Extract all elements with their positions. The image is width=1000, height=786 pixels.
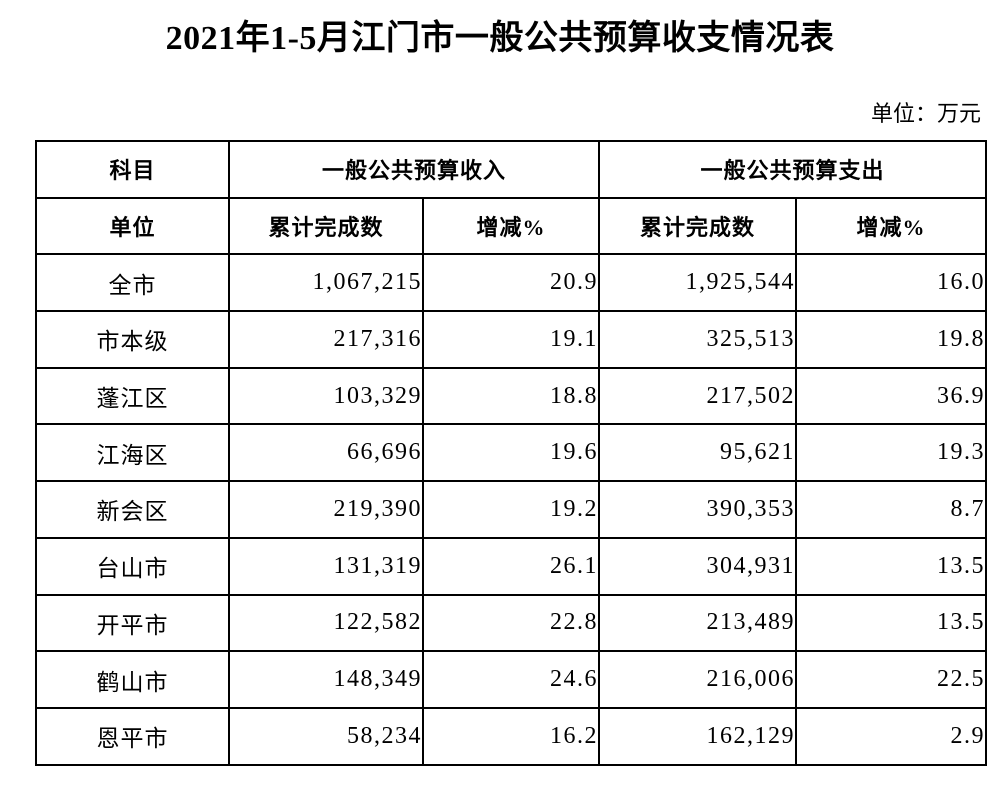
table-row: 台山市 131,319 26.1 304,931 13.5 bbox=[35, 536, 988, 596]
expenditure-change-cell: 19.3 bbox=[795, 423, 988, 483]
expenditure-change-cell: 8.7 bbox=[795, 480, 988, 539]
revenue-change-cell: 16.2 bbox=[421, 706, 601, 766]
expenditure-value-cell: 95,621 bbox=[598, 423, 798, 483]
header-unit: 单位 bbox=[35, 196, 230, 256]
revenue-value-cell: 103,329 bbox=[228, 366, 424, 426]
revenue-change-cell: 20.9 bbox=[421, 253, 601, 313]
revenue-change-cell: 22.8 bbox=[421, 593, 601, 653]
row-name-cell: 全市 bbox=[35, 253, 230, 313]
revenue-value-cell: 66,696 bbox=[228, 423, 424, 483]
header-expenditure-change: 增减% bbox=[795, 196, 988, 256]
unit-note: 单位：万元 bbox=[870, 101, 981, 126]
expenditure-change-cell: 16.0 bbox=[795, 253, 988, 313]
expenditure-value-cell: 213,489 bbox=[598, 593, 798, 653]
revenue-value-cell: 58,234 bbox=[228, 706, 424, 766]
expenditure-value-cell: 217,502 bbox=[598, 366, 798, 426]
expenditure-change-cell: 13.5 bbox=[795, 536, 988, 596]
revenue-value-cell: 1,067,215 bbox=[228, 253, 424, 313]
expenditure-value-cell: 1,925,544 bbox=[598, 253, 798, 313]
row-name-cell: 恩平市 bbox=[35, 706, 230, 766]
row-name-cell: 开平市 bbox=[35, 593, 230, 653]
table-row: 全市 1,067,215 20.9 1,925,544 16.0 bbox=[35, 253, 988, 313]
table-row: 鹤山市 148,349 24.6 216,006 22.5 bbox=[35, 650, 988, 709]
header-revenue-group: 一般公共预算收入 bbox=[227, 140, 601, 199]
revenue-value-cell: 131,319 bbox=[228, 536, 424, 596]
row-name-cell: 蓬江区 bbox=[35, 366, 230, 426]
table-row: 江海区 66,696 19.6 95,621 19.3 bbox=[35, 423, 988, 483]
revenue-value-cell: 219,390 bbox=[228, 480, 424, 539]
expenditure-value-cell: 216,006 bbox=[598, 650, 798, 709]
revenue-change-cell: 18.8 bbox=[421, 366, 601, 426]
row-name-cell: 市本级 bbox=[35, 310, 230, 369]
table-row: 新会区 219,390 19.2 390,353 8.7 bbox=[35, 480, 988, 539]
page-title: 2021年1-5月江门市一般公共预算收支情况表 bbox=[165, 20, 835, 57]
revenue-change-cell: 19.1 bbox=[421, 310, 601, 369]
table-row: 恩平市 58,234 16.2 162,129 2.9 bbox=[35, 706, 988, 766]
expenditure-value-cell: 304,931 bbox=[598, 536, 798, 596]
revenue-change-cell: 19.2 bbox=[421, 480, 601, 539]
row-name-cell: 鹤山市 bbox=[35, 650, 230, 709]
header-row-group: 科目 一般公共预算收入 一般公共预算支出 bbox=[35, 140, 988, 199]
row-name-cell: 新会区 bbox=[35, 480, 230, 539]
revenue-value-cell: 217,316 bbox=[228, 310, 424, 369]
row-name-cell: 江海区 bbox=[35, 423, 230, 483]
expenditure-change-cell: 22.5 bbox=[795, 650, 988, 709]
revenue-change-cell: 19.6 bbox=[421, 423, 601, 483]
expenditure-value-cell: 162,129 bbox=[598, 706, 798, 766]
revenue-change-cell: 24.6 bbox=[421, 650, 601, 709]
table-row: 市本级 217,316 19.1 325,513 19.8 bbox=[35, 310, 988, 369]
revenue-change-cell: 26.1 bbox=[421, 536, 601, 596]
expenditure-change-cell: 13.5 bbox=[795, 593, 988, 653]
header-revenue-completed: 累计完成数 bbox=[228, 196, 424, 256]
header-revenue-change: 增减% bbox=[421, 196, 601, 256]
expenditure-change-cell: 36.9 bbox=[795, 366, 988, 426]
table-row: 蓬江区 103,329 18.8 217,502 36.9 bbox=[35, 366, 988, 426]
header-row-sub: 单位 累计完成数 增减% 累计完成数 增减% bbox=[35, 196, 988, 256]
revenue-value-cell: 148,349 bbox=[228, 650, 424, 709]
expenditure-value-cell: 390,353 bbox=[598, 480, 798, 539]
revenue-value-cell: 122,582 bbox=[228, 593, 424, 653]
table-row: 开平市 122,582 22.8 213,489 13.5 bbox=[35, 593, 988, 653]
expenditure-value-cell: 325,513 bbox=[598, 310, 798, 369]
expenditure-change-cell: 19.8 bbox=[795, 310, 988, 369]
budget-table: 科目 一般公共预算收入 一般公共预算支出 单位 累计完成数 增减% 累计完成数 … bbox=[35, 140, 988, 766]
row-name-cell: 台山市 bbox=[35, 536, 230, 596]
expenditure-change-cell: 2.9 bbox=[795, 706, 988, 766]
header-expenditure-completed: 累计完成数 bbox=[598, 196, 798, 256]
header-expenditure-group: 一般公共预算支出 bbox=[598, 140, 988, 199]
header-subject: 科目 bbox=[35, 140, 230, 199]
